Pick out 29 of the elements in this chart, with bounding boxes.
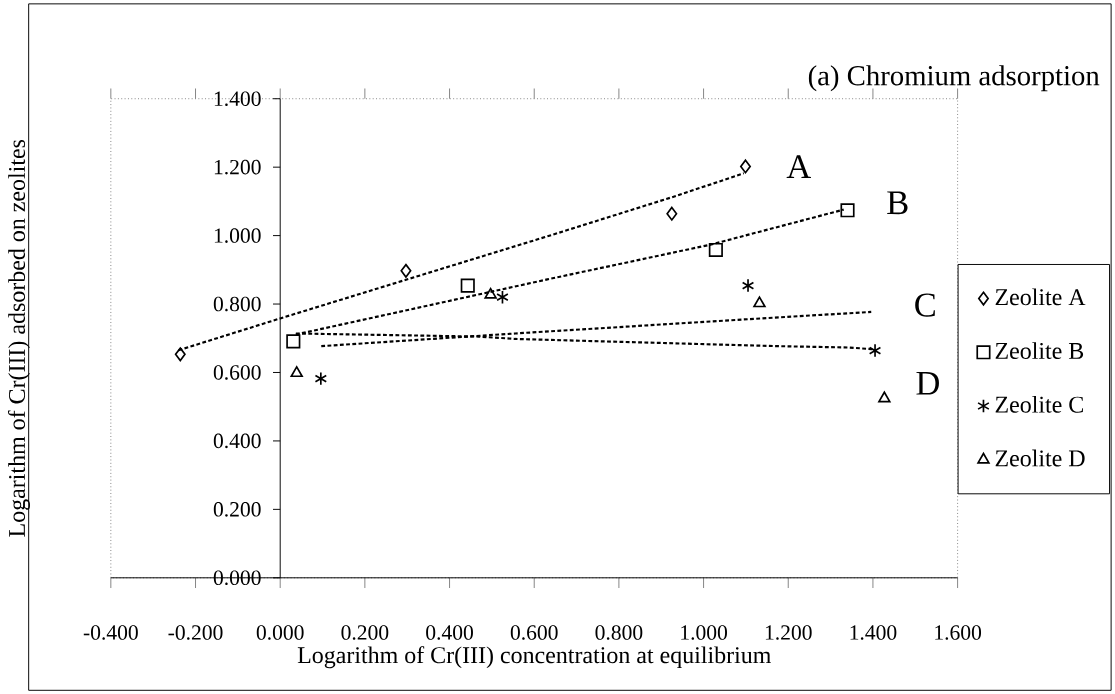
x-tick-label: -0.400	[83, 625, 138, 640]
x-tick-label: 0.000	[256, 625, 304, 640]
y-tick-label: 1.400	[214, 91, 261, 106]
x-axis-title: Logarithm of Cr(III) concentration at equilibrium	[297, 646, 771, 669]
annotation: B	[887, 191, 908, 215]
annotation: C	[915, 293, 935, 317]
chart-title: (a) Chromium adsorption	[808, 65, 1100, 92]
legend-label: Zeolite D	[995, 449, 1085, 467]
x-tick-label: 1.000	[681, 625, 727, 640]
annotation: D	[916, 371, 939, 395]
y-tick-label: 1.200	[214, 159, 261, 175]
x-tick-label: 1.400	[850, 625, 897, 640]
x-tick-label: -0.200	[168, 625, 223, 640]
legend-label: Zeolite B	[995, 342, 1084, 359]
y-tick-label: 0.600	[213, 365, 261, 380]
y-tick-label: 0.400	[213, 433, 261, 449]
y-axis-title: Logarithm of Cr(III) adsorbed on zeolites	[7, 139, 31, 537]
y-tick-label: 0.200	[213, 501, 261, 517]
x-tick-label: 0.200	[341, 625, 389, 640]
x-tick-label: 0.400	[426, 625, 473, 640]
x-tick-label: 0.600	[510, 625, 558, 640]
x-tick-label: 0.800	[595, 625, 643, 640]
legend-label: Zeolite A	[995, 288, 1086, 306]
x-tick-label: 1.600	[935, 625, 982, 640]
y-tick-label: 0.800	[213, 296, 261, 312]
annotation: A	[786, 155, 811, 178]
legend-label: Zeolite C	[995, 395, 1083, 413]
y-tick-label: 1.000	[214, 228, 261, 243]
x-tick-label: 1.200	[765, 625, 812, 640]
